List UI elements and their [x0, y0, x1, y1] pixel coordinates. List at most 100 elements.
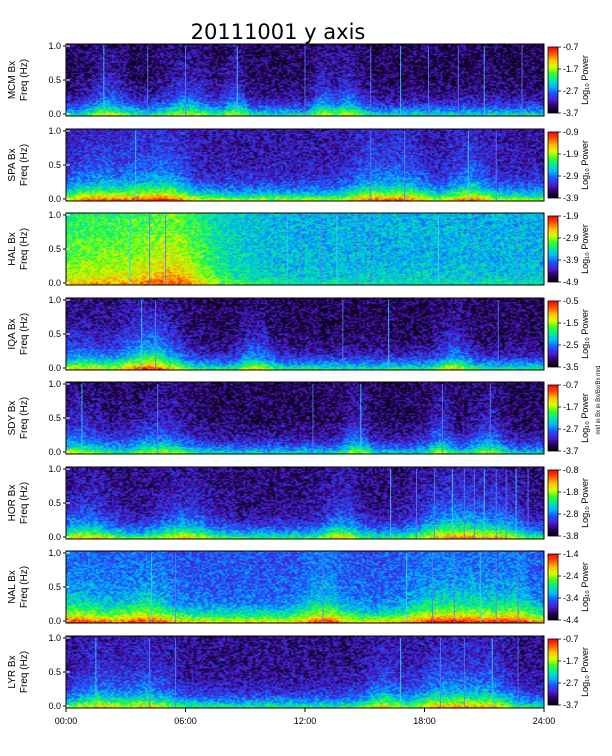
y-axis-label: Freq (Hz)	[19, 651, 30, 693]
colorbar-tick-label: -1.9	[563, 149, 579, 159]
colorbar-tick-label: -2.9	[563, 233, 579, 243]
y-tick-label: 0.0	[48, 532, 61, 542]
colorbar-tick-label: -3.4	[563, 593, 579, 603]
colorbar	[547, 638, 559, 706]
colorbar-tick-label: -2.8	[563, 509, 579, 519]
x-tick-label: 24:00	[533, 716, 556, 726]
y-tick-label: 0.5	[48, 413, 61, 423]
colorbar-tick-label: -3.7	[563, 446, 579, 456]
y-tick-label: 0.0	[48, 109, 61, 119]
x-tick-label: 06:00	[174, 716, 197, 726]
y-tick-label: 1.0	[48, 633, 61, 643]
colorbar-tick-label: -4.4	[563, 615, 579, 625]
x-tick-label: 00:00	[55, 716, 78, 726]
station-label: HAL Bx	[7, 232, 18, 266]
spectrogram-image	[66, 636, 544, 708]
colorbar	[547, 553, 559, 621]
y-axis-label: Freq (Hz)	[19, 482, 30, 524]
y-tick-label: 1.0	[48, 464, 61, 474]
y-tick-label: 0.0	[48, 701, 61, 711]
y-axis-label: Freq (Hz)	[19, 144, 30, 186]
y-axis-label: Freq (Hz)	[19, 397, 30, 439]
y-axis-label: Freq (Hz)	[19, 313, 30, 355]
colorbar	[547, 384, 559, 452]
colorbar-tick-label: -2.5	[563, 340, 579, 350]
colorbar	[547, 300, 559, 368]
panel-sdy: 0.0 0.5 1.0 SDY Bx Freq (Hz) -0.7 -1.7 -2.7 -3.7…	[7, 379, 590, 457]
colorbar-label: Log₁₀ Power	[580, 647, 590, 697]
y-axis-label: Freq (Hz)	[19, 228, 30, 270]
colorbar-tick-label: -3.7	[563, 700, 579, 710]
colorbar-tick-label: -2.4	[563, 571, 579, 581]
panel-spa: 0.0 0.5 1.0 SPA Bx Freq (Hz) -0.9 -1.9 -2.9 -3.9…	[7, 126, 590, 204]
colorbar-tick-label: -1.4	[563, 549, 579, 559]
y-tick-label: 0.5	[48, 329, 61, 339]
station-label: SPA Bx	[7, 148, 18, 181]
colorbar-tick-label: -0.7	[563, 634, 579, 644]
colorbar-tick-label: -1.9	[563, 211, 579, 221]
side-note: mkf in Bx in Bx/Bx/Bx mrd	[596, 365, 602, 434]
station-label: IQA Bx	[7, 318, 18, 349]
colorbar-tick-label: -0.5	[563, 296, 579, 306]
y-tick-label: 0.0	[48, 363, 61, 373]
colorbar-tick-label: -3.7	[563, 108, 579, 118]
colorbar-tick-label: -1.7	[563, 64, 579, 74]
colorbar-tick-label: -3.5	[563, 362, 579, 372]
colorbar-tick-label: -1.7	[563, 402, 579, 412]
colorbar-label: Log₁₀ Power	[580, 562, 590, 612]
spectrogram-image	[66, 213, 544, 285]
colorbar-tick-label: -1.7	[563, 656, 579, 666]
colorbar-label: Log₁₀ Power	[580, 478, 590, 528]
colorbar-tick-label: -4.9	[563, 277, 579, 287]
spectrogram-image	[66, 467, 544, 539]
y-axis-label: Freq (Hz)	[19, 59, 30, 101]
spectrogram-image	[66, 382, 544, 454]
colorbar-tick-label: -3.8	[563, 531, 579, 541]
colorbar	[547, 469, 559, 537]
y-tick-label: 0.0	[48, 278, 61, 288]
colorbar-tick-label: -0.7	[563, 380, 579, 390]
colorbar	[547, 215, 559, 283]
panel-iqa: 0.0 0.5 1.0 IQA Bx Freq (Hz) -0.5 -1.5 -2.5 -3.5…	[7, 295, 590, 373]
panel-hor: 0.0 0.5 1.0 HOR Bx Freq (Hz) -0.8 -1.8 -2.8 -3.8…	[7, 464, 590, 542]
y-tick-label: 0.5	[48, 667, 61, 677]
colorbar	[547, 131, 559, 199]
chart-title: 20111001 y axis	[191, 20, 366, 44]
y-tick-label: 0.0	[48, 447, 61, 457]
y-tick-label: 0.5	[48, 244, 61, 254]
colorbar-tick-label: -3.9	[563, 193, 579, 203]
colorbar-tick-label: -0.8	[563, 465, 579, 475]
panel-lyr: 0.0 0.5 1.0 LYR Bx Freq (Hz) -0.7 -1.7 -2.7 -3.7…	[7, 633, 590, 711]
colorbar	[547, 46, 559, 114]
y-tick-label: 0.0	[48, 616, 61, 626]
colorbar-tick-label: -2.7	[563, 424, 579, 434]
station-label: MCM Bx	[7, 61, 18, 99]
x-axis: 00:00 06:00 12:00 18:00 24:00	[55, 708, 556, 726]
colorbar-tick-label: -0.7	[563, 42, 579, 52]
colorbar-tick-label: -1.5	[563, 318, 579, 328]
colorbar-label: Log₁₀ Power	[580, 140, 590, 190]
y-tick-label: 1.0	[48, 295, 61, 305]
colorbar-tick-label: -0.9	[563, 127, 579, 137]
colorbar-tick-label: -1.8	[563, 487, 579, 497]
y-tick-label: 0.0	[48, 194, 61, 204]
x-tick-label: 18:00	[413, 716, 436, 726]
colorbar-label: Log₁₀ Power	[580, 309, 590, 359]
panel-nal: 0.0 0.5 1.0 NAL Bx Freq (Hz) -1.4 -2.4 -3.4 -4.4…	[7, 548, 590, 626]
spectrogram-image	[66, 129, 544, 201]
panel-mcm: 0.0 0.5 1.0 MCM Bx Freq (Hz) -0.7 -1.7 -2.7 -3.7…	[7, 41, 590, 119]
y-tick-label: 0.5	[48, 160, 61, 170]
y-tick-label: 0.5	[48, 498, 61, 508]
colorbar-label: Log₁₀ Power	[580, 393, 590, 443]
colorbar-label: Log₁₀ Power	[580, 55, 590, 105]
station-label: LYR Bx	[7, 655, 18, 688]
colorbar-label: Log₁₀ Power	[580, 224, 590, 274]
x-tick-label: 12:00	[294, 716, 317, 726]
y-tick-label: 1.0	[48, 41, 61, 51]
station-label: HOR Bx	[7, 485, 18, 522]
y-tick-label: 1.0	[48, 379, 61, 389]
station-label: NAL Bx	[7, 570, 18, 604]
y-tick-label: 1.0	[48, 548, 61, 558]
panel-hal: 0.0 0.5 1.0 HAL Bx Freq (Hz) -1.9 -2.9 -3.9 -4.9…	[7, 210, 590, 288]
